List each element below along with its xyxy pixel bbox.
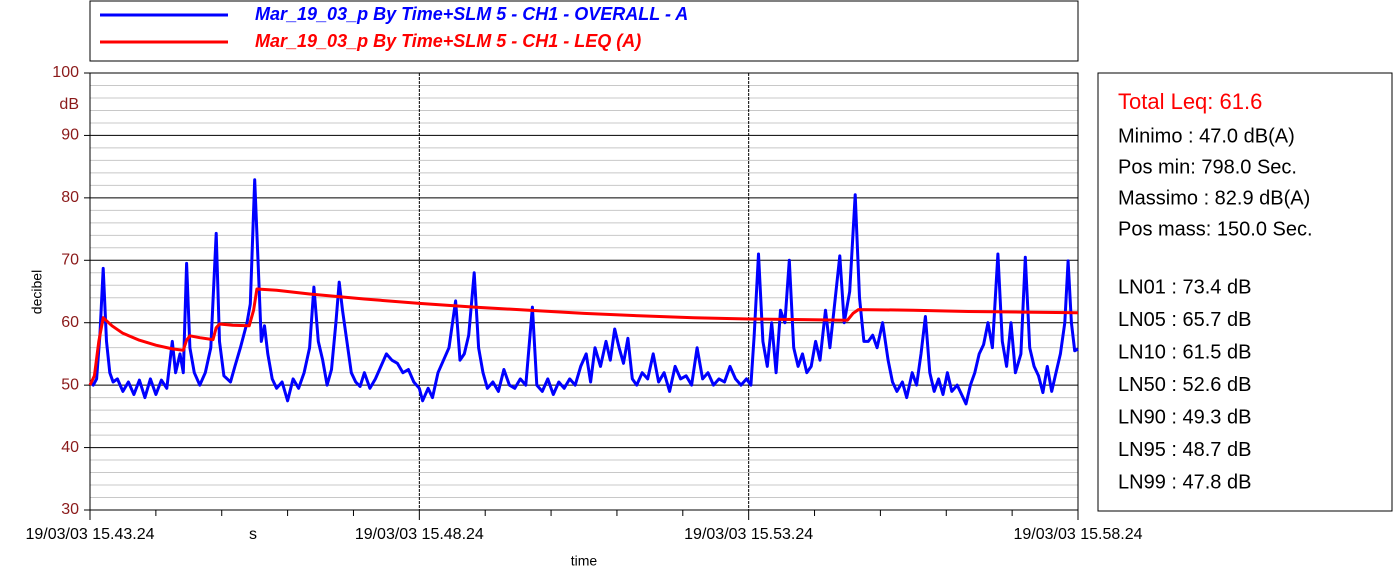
x-unit: s [249, 526, 257, 543]
plot-area [90, 73, 1078, 510]
stats-level: LN01 : 73.4 dB [1118, 276, 1251, 298]
stats-level: LN95 : 48.7 dB [1118, 439, 1251, 461]
x-tick-label: 19/03/03 15.53.24 [684, 526, 813, 543]
stats-level: LN50 : 52.6 dB [1118, 374, 1251, 396]
x-axis-label: time [571, 553, 598, 569]
legend-box [89, 0, 1079, 62]
y-tick-label: 70 [61, 252, 79, 269]
y-tick-label: 90 [61, 127, 79, 144]
y-tick-label: 100 [52, 64, 79, 81]
x-tick-label: 19/03/03 15.48.24 [355, 526, 484, 543]
series-line [88, 287, 1079, 386]
legend-label: Mar_19_03_p By Time+SLM 5 - CH1 - LEQ (A… [255, 31, 641, 51]
stats-line: Pos min: 798.0 Sec. [1118, 156, 1297, 178]
stats-line: Minimo : 47.0 dB(A) [1118, 125, 1295, 147]
y-tick-label: 30 [61, 501, 79, 518]
legend-label: Mar_19_03_p By Time+SLM 5 - CH1 - OVERAL… [255, 4, 688, 24]
y-tick-label: 80 [61, 189, 79, 206]
stats-box [1097, 72, 1393, 512]
stats-total: Total Leq: 61.6 [1118, 89, 1262, 114]
stats-level: LN05 : 65.7 dB [1118, 309, 1251, 331]
plot-frame [89, 72, 1079, 511]
stats-line: Pos mass: 150.0 Sec. [1118, 218, 1313, 240]
stats-level: LN90 : 49.3 dB [1118, 406, 1251, 428]
y-tick-label: 50 [61, 376, 79, 393]
y-tick-label: 60 [61, 314, 79, 331]
x-tick-label: 19/03/03 15.43.24 [25, 526, 154, 543]
stats-line: Massimo : 82.9 dB(A) [1118, 187, 1310, 209]
x-tick-label: 19/03/03 15.58.24 [1013, 526, 1142, 543]
stats-level: LN10 : 61.5 dB [1118, 341, 1251, 363]
stats-level: LN99 : 47.8 dB [1118, 471, 1251, 493]
y-tick-label: 40 [61, 439, 79, 456]
y-unit: dB [59, 96, 79, 113]
y-axis-label: decibel [29, 270, 45, 314]
